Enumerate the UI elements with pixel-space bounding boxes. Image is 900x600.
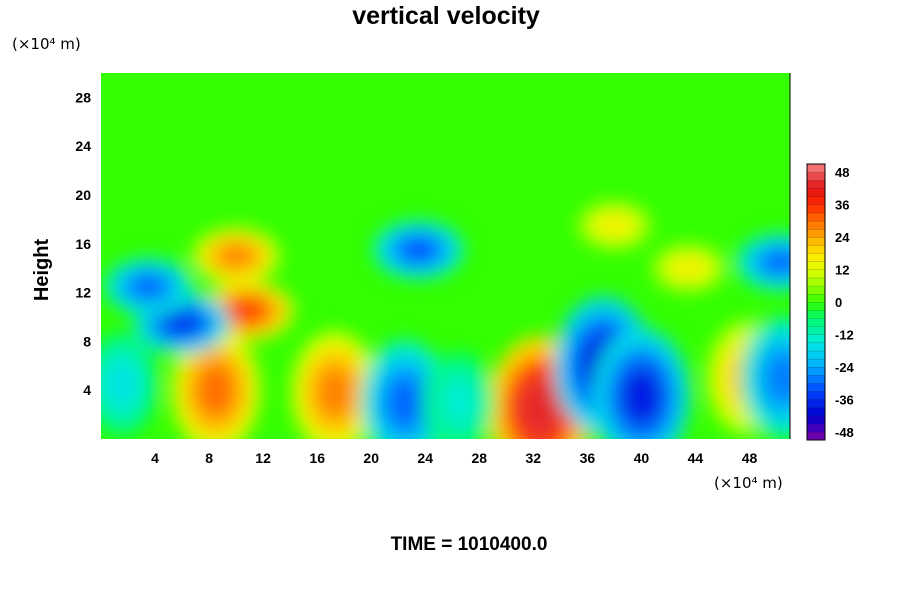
velocity-field xyxy=(101,201,790,439)
colorbar-segment xyxy=(806,391,826,400)
colorbar-segment xyxy=(806,293,826,303)
colorbar-segment xyxy=(806,318,826,327)
field-feature-7-layer-2 xyxy=(620,366,663,427)
colorbar-segment xyxy=(806,236,826,246)
x-unit-label: (×10⁴ m) xyxy=(714,474,783,492)
y-tick-label: 16 xyxy=(75,236,91,252)
colorbar-segment xyxy=(806,334,826,344)
colorbar-segment xyxy=(806,212,826,222)
field-feature-13-layer-2 xyxy=(128,273,168,300)
plot-area xyxy=(101,73,790,439)
colorbar-segment xyxy=(806,204,826,214)
field-feature-2-layer-2 xyxy=(517,376,563,439)
colorbar-segment xyxy=(806,253,826,262)
x-tick-label: 24 xyxy=(417,450,433,466)
x-tick-label: 4 xyxy=(151,450,159,466)
colorbar-ticks: 48 36 24 12 0 -12 -24 -36 -48 xyxy=(835,165,855,440)
colorbar-tick-label: 24 xyxy=(835,230,850,245)
colorbar-tick-label: 0 xyxy=(835,295,842,310)
colorbar-segment xyxy=(806,326,826,335)
colorbar-tick-label: -24 xyxy=(835,360,855,375)
colorbar-frame xyxy=(806,163,826,441)
y-unit-label: (×10⁴ m) xyxy=(12,35,81,53)
field-feature-10-layer-2 xyxy=(217,243,256,269)
field-feature-4-layer-2 xyxy=(443,380,475,425)
time-label: TIME = 1010400.0 xyxy=(391,534,548,555)
colorbar-tick-label: -36 xyxy=(835,392,854,407)
colorbar-segment xyxy=(806,244,826,254)
x-tick-label: 44 xyxy=(688,450,704,466)
field-feature-12-layer-2 xyxy=(161,309,203,337)
y-tick-label: 8 xyxy=(83,333,91,349)
colorbar-segment xyxy=(806,220,826,230)
field-feature-11-layer-2 xyxy=(226,297,268,325)
colorbar-segment xyxy=(806,188,826,197)
colorbar-segment xyxy=(806,301,826,311)
colorbar-tick-label: -12 xyxy=(835,328,854,343)
colorbar xyxy=(806,163,826,441)
field-feature-1-layer-2 xyxy=(315,366,354,420)
x-tick-label: 16 xyxy=(309,450,325,466)
colorbar-segment xyxy=(806,350,826,360)
y-tick-label: 24 xyxy=(75,138,91,154)
field-feature-9-layer-2 xyxy=(764,351,790,405)
colorbar-segment xyxy=(806,374,826,384)
colorbar-tick-label: 48 xyxy=(835,165,849,180)
x-tick-label: 32 xyxy=(526,450,542,466)
x-tick-label: 28 xyxy=(472,450,488,466)
field-feature-15-layer-2 xyxy=(761,249,790,275)
colorbar-tick-label: -48 xyxy=(835,425,854,440)
colorbar-segment xyxy=(806,269,826,279)
colorbar-segment xyxy=(806,180,826,189)
colorbar-segment xyxy=(806,228,826,238)
colorbar-segment xyxy=(806,423,826,433)
x-tick-label: 8 xyxy=(205,450,213,466)
y-tick-label: 20 xyxy=(75,187,91,203)
colorbar-segment xyxy=(806,196,826,206)
field-feature-0-layer-2 xyxy=(196,362,236,418)
colorbar-segment xyxy=(806,431,826,441)
colorbar-segment xyxy=(806,382,826,392)
colorbar-segment xyxy=(806,399,826,409)
chart-title: vertical velocity xyxy=(352,2,540,30)
colorbar-tick-label: 36 xyxy=(835,198,849,213)
field-feature-17-layer-2 xyxy=(672,257,705,279)
field-feature-16-layer-2 xyxy=(598,215,631,236)
x-tick-label: 36 xyxy=(580,450,596,466)
field-feature-3-layer-2 xyxy=(385,375,425,430)
colorbar-segment xyxy=(806,171,826,181)
colorbar-segment xyxy=(806,366,826,376)
field-feature-5-layer-2 xyxy=(105,361,138,407)
y-axis-ticks: 4 8 12 16 20 24 28 xyxy=(75,89,91,398)
y-axis-label: Height xyxy=(31,239,53,302)
colorbar-segment xyxy=(806,342,826,352)
colorbar-segment xyxy=(806,261,826,271)
x-tick-label: 48 xyxy=(742,450,758,466)
x-axis-ticks: 4 8 12 16 20 24 28 32 36 40 44 48 xyxy=(151,450,757,466)
y-tick-label: 12 xyxy=(75,285,91,301)
x-tick-label: 20 xyxy=(363,450,379,466)
colorbar-segment xyxy=(806,309,826,319)
colorbar-segment xyxy=(806,285,826,295)
colorbar-tick-label: 12 xyxy=(835,263,849,278)
y-tick-label: 28 xyxy=(75,89,91,105)
colorbar-segment xyxy=(806,415,826,425)
colorbar-segment xyxy=(806,277,826,287)
field-feature-14-layer-2 xyxy=(398,237,439,263)
x-tick-label: 40 xyxy=(634,450,650,466)
colorbar-segment xyxy=(806,358,826,368)
y-tick-label: 4 xyxy=(83,382,91,398)
colorbar-segment xyxy=(806,407,826,417)
colorbar-segment xyxy=(806,163,826,173)
x-tick-label: 12 xyxy=(255,450,271,466)
